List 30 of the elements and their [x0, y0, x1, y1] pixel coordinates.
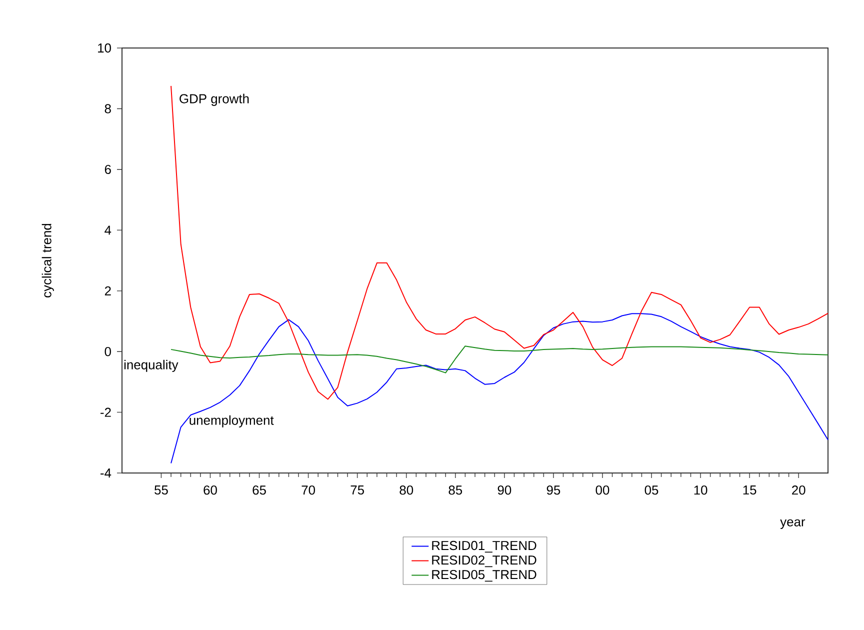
- annotation: GDP growth: [180, 94, 249, 106]
- y-tick-label: -2: [100, 408, 111, 417]
- x-tick-label: 65: [252, 486, 266, 495]
- y-tick-label: 6: [104, 164, 111, 174]
- x-axis-title: year: [780, 519, 806, 529]
- y-axis-title: cyclical trend: [42, 224, 54, 298]
- x-tick-label: 60: [204, 486, 217, 495]
- x-tick-label: 05: [644, 486, 658, 495]
- annotation: inequality: [124, 360, 178, 372]
- y-tick-label: 10: [98, 43, 111, 53]
- x-tick-label: 95: [546, 486, 560, 495]
- y-tick-label: -4: [100, 468, 112, 478]
- x-tick-label: 70: [302, 486, 316, 495]
- x-tick-label: 75: [350, 486, 364, 495]
- y-tick-label: 4: [104, 226, 112, 235]
- y-tick-label: 0: [104, 346, 111, 356]
- x-tick-label: 15: [743, 486, 756, 495]
- y-tick-label: 8: [104, 104, 111, 114]
- x-tick-label: 00: [596, 486, 610, 495]
- x-tick-label: 85: [448, 486, 462, 495]
- legend-label: RESID01_TREND: [432, 540, 536, 553]
- x-tick-label: 90: [498, 486, 512, 495]
- x-tick-label: 20: [792, 486, 806, 495]
- legend-label: RESID05_TREND: [432, 570, 536, 582]
- x-tick-label: 10: [694, 486, 708, 495]
- legend-label: RESID02_TREND: [432, 555, 536, 568]
- y-tick-label: 2: [104, 286, 111, 296]
- x-tick-label: 80: [400, 486, 414, 495]
- x-tick-label: 55: [154, 486, 168, 495]
- annotation: unemployment: [190, 415, 274, 428]
